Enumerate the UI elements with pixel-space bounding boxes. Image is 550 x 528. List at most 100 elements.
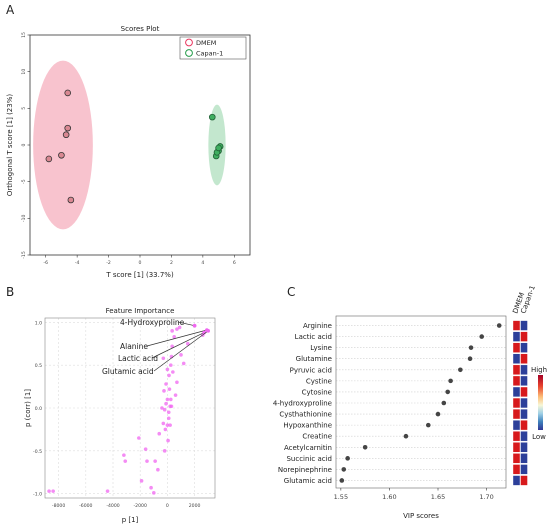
annotation-label: Alanine — [120, 342, 148, 351]
heat-cell — [520, 475, 528, 486]
vip-point — [362, 444, 368, 450]
annotation-leader-line — [146, 329, 207, 347]
y-tick-label: 5 — [21, 107, 27, 110]
feature-point — [137, 436, 141, 440]
feature-point — [171, 370, 175, 374]
annotation-leader-line — [177, 321, 195, 327]
heat-cell — [512, 408, 521, 420]
score-point-capan-1 — [208, 113, 216, 121]
vip-point — [441, 400, 447, 406]
heat-cell — [520, 386, 528, 398]
annotated-point — [206, 329, 210, 333]
confidence-ellipse-dmem — [33, 60, 93, 230]
feature-y-axis-label: p (corr) [1] — [24, 389, 32, 427]
heat-cell — [520, 397, 528, 409]
feature-importance-plot: Feature Importance -8000 -6000 -4000 -2000 0… — [24, 307, 216, 524]
feature-point — [162, 407, 167, 412]
x-tick-label: -8000 — [52, 503, 65, 509]
feature-point — [166, 410, 171, 415]
vip-row-label: Hypoxanthine — [283, 422, 332, 430]
score-point-dmem — [67, 196, 75, 204]
score-point-dmem — [64, 89, 72, 97]
x-tick-label: 2 — [170, 260, 173, 266]
x-tick-label: 2000 — [189, 503, 201, 509]
scores-legend — [179, 36, 247, 60]
x-tick-label: 1.70 — [479, 493, 493, 501]
vip-plot-frame — [335, 315, 507, 489]
heat-cell — [512, 375, 521, 386]
vip-point — [425, 422, 431, 428]
heat-cell — [512, 331, 521, 342]
annotated-point — [192, 323, 197, 328]
y-tick-label: 0.5 — [35, 363, 42, 369]
y-tick-label: 1.0 — [35, 320, 42, 326]
x-tick-label: 1.60 — [382, 493, 396, 501]
y-tick-label: 15 — [21, 32, 27, 38]
x-tick-label: 0 — [166, 503, 169, 509]
score-point-dmem — [58, 151, 65, 159]
feature-point — [167, 387, 172, 391]
feature-point — [165, 397, 170, 402]
vip-point — [467, 356, 473, 362]
feature-point — [152, 491, 156, 495]
feature-point — [179, 353, 183, 357]
vip-row-label: Cytosine — [302, 388, 332, 396]
feature-point — [169, 363, 173, 367]
heat-cell — [520, 364, 528, 375]
feature-point — [181, 361, 186, 366]
feature-point — [157, 431, 162, 436]
feature-point — [143, 447, 148, 451]
feature-point — [164, 401, 168, 406]
feature-x-axis-label: p [1] — [122, 516, 139, 524]
vip-row-label: Acetylcarnitin — [284, 444, 332, 452]
x-tick-label: 6 — [233, 260, 236, 266]
y-tick-label: -0.5 — [33, 449, 42, 455]
feature-point — [162, 389, 166, 393]
score-point-dmem — [62, 131, 70, 139]
vip-row-label: Glutamine — [296, 355, 332, 363]
panel-label-b: B — [6, 285, 14, 299]
feature-point — [122, 453, 126, 457]
heat-cell — [520, 342, 528, 353]
heat-cell — [520, 353, 528, 364]
confidence-ellipse-capan-1 — [208, 104, 226, 186]
scores-x-axis-label: T score [1] (33.7%) — [105, 271, 174, 279]
vip-point — [403, 433, 409, 439]
y-tick-label: -15 — [21, 251, 27, 259]
feature-point — [160, 406, 164, 410]
x-tick-label: -6 — [43, 260, 48, 266]
feature-point — [105, 489, 110, 493]
feature-point — [170, 344, 174, 349]
vip-row-label: Glutamic acid — [284, 477, 332, 485]
heat-cell — [512, 386, 521, 398]
vip-row-label: 4-hydroxyproline — [273, 400, 332, 408]
x-tick-label: 0 — [139, 260, 142, 266]
scores-y-axis-label: Orthogonal T score [1] (23%) — [6, 94, 14, 196]
heat-cell — [520, 320, 528, 331]
x-tick-label: -6000 — [79, 503, 92, 509]
vip-point — [435, 411, 441, 417]
panel-label-a: A — [6, 3, 15, 17]
x-tick-label: -2000 — [134, 503, 147, 509]
score-point-capan-1 — [215, 144, 222, 152]
vip-row-label: Cystine — [306, 377, 332, 385]
y-tick-label: 10 — [21, 69, 27, 75]
scores-plot-title: Scores Plot — [121, 25, 160, 33]
vip-row-label: Creatine — [302, 433, 332, 441]
feature-point — [166, 416, 171, 421]
legend-marker-dmem — [185, 38, 193, 47]
y-tick-label: -10 — [21, 215, 27, 223]
feature-point — [165, 423, 170, 427]
annotation-label: Glutamic acid — [102, 367, 154, 376]
feature-point — [166, 438, 170, 443]
heat-cell — [520, 464, 528, 475]
scores-plot: Scores Plot -6 -4 -2 0 2 4 6 -15 -10 -5 0 5 10 15 T s… — [6, 25, 251, 279]
feature-point — [169, 397, 173, 402]
feature-point — [173, 393, 178, 397]
annotation-label: 4-Hydroxyproline — [120, 318, 185, 327]
heat-cell — [512, 342, 521, 353]
vip-point — [468, 345, 474, 350]
heat-cell — [512, 431, 521, 442]
vip-point — [448, 378, 453, 384]
legend-label-capan-1: Capan-1 — [196, 50, 223, 58]
